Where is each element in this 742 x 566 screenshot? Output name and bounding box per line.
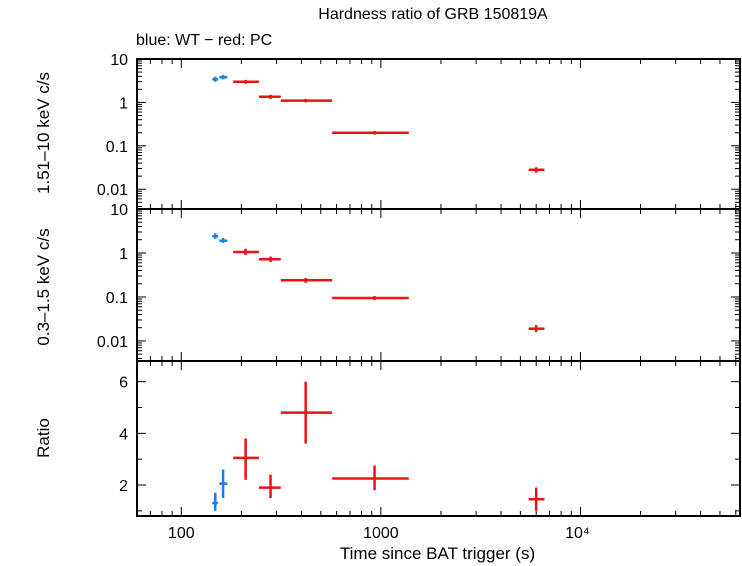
y-tick-label: 10 xyxy=(110,52,128,69)
data-point-pc-2 xyxy=(258,474,281,498)
y-tick-label: 4 xyxy=(119,426,128,443)
data-point-pc-4 xyxy=(332,296,409,301)
panel-frame-1 xyxy=(136,58,741,210)
panel-frame-3 xyxy=(136,360,741,517)
data-point-wt-1 xyxy=(212,492,219,511)
chart-subtitle: blue: WT − red: PC xyxy=(136,32,273,49)
data-point-pc-2 xyxy=(258,256,281,263)
y-axis-label-panel3: Ratio xyxy=(34,418,53,458)
y-axis-label-panel1: 1.51–10 keV c/s xyxy=(34,72,53,194)
data-point-pc-3 xyxy=(280,98,333,103)
data-point-pc-5 xyxy=(528,487,545,511)
y-tick-label: 6 xyxy=(119,375,128,392)
data-point-wt-1 xyxy=(212,233,219,239)
y-tick-label: 1 xyxy=(119,95,128,112)
x-axis-label: Time since BAT trigger (s) xyxy=(340,544,535,563)
y-tick-label: 0.01 xyxy=(97,334,128,351)
y-tick-label: 0.1 xyxy=(106,139,128,156)
y-tick-label: 1 xyxy=(119,246,128,263)
data-point-wt-1 xyxy=(212,76,219,82)
data-point-pc-3 xyxy=(280,381,333,444)
panel-frame-2 xyxy=(136,208,741,362)
data-point-pc-1 xyxy=(233,79,259,84)
data-point-pc-4 xyxy=(332,465,409,491)
y-axis-label-panel2: 0.3–1.5 keV c/s xyxy=(34,228,53,345)
data-point-pc-1 xyxy=(233,248,259,255)
y-tick-label: 0.01 xyxy=(97,182,128,199)
data-point-pc-1 xyxy=(233,438,259,480)
chart-title: Hardness ratio of GRB 150819A xyxy=(318,6,548,23)
y-tick-label: 0.1 xyxy=(106,290,128,307)
data-point-pc-4 xyxy=(332,130,409,135)
data-point-wt-2 xyxy=(219,74,228,80)
x-tick-label: 10⁴ xyxy=(565,525,590,542)
data-point-pc-5 xyxy=(528,325,545,332)
data-point-wt-2 xyxy=(219,469,228,498)
y-tick-label: 2 xyxy=(119,478,128,495)
y-tick-label: 10 xyxy=(110,202,128,219)
data-point-pc-3 xyxy=(280,277,333,283)
data-point-wt-2 xyxy=(219,237,228,243)
x-tick-label: 100 xyxy=(168,525,195,542)
data-point-pc-5 xyxy=(528,167,545,173)
data-point-pc-2 xyxy=(258,94,281,99)
x-tick-label: 1000 xyxy=(363,525,399,542)
